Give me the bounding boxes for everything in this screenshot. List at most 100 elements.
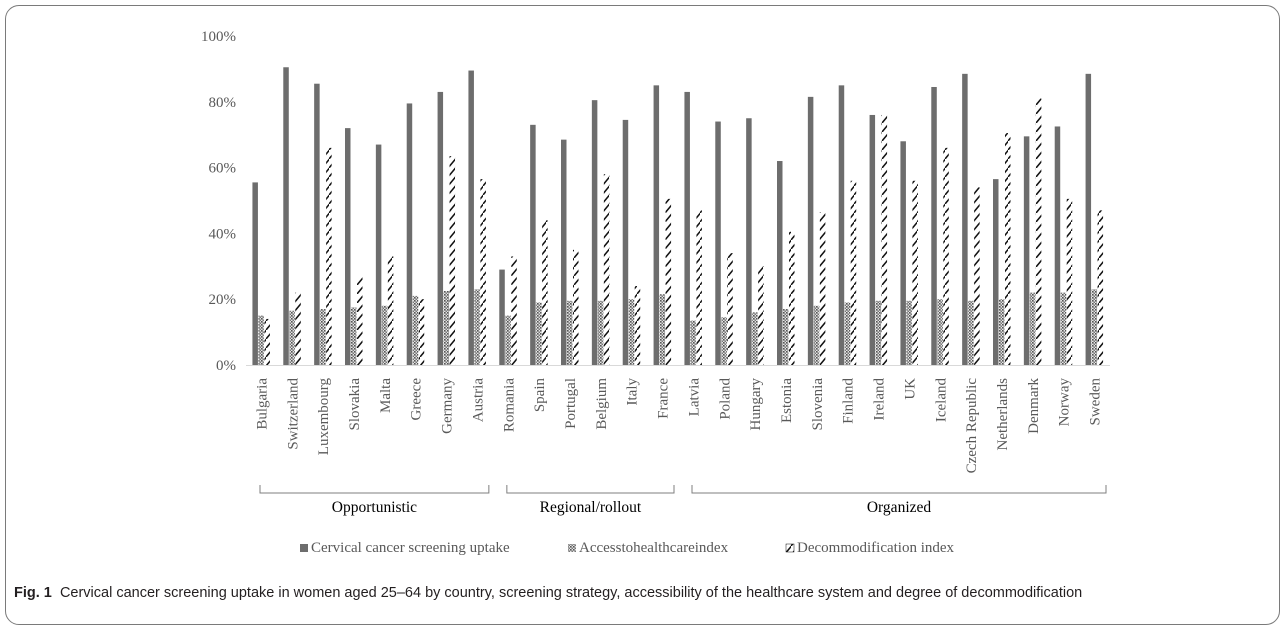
bar (777, 161, 783, 365)
bar (357, 276, 363, 365)
bar (1097, 210, 1104, 365)
bar (1029, 292, 1036, 365)
x-tick-label: Denmark (1026, 378, 1042, 434)
legend-swatch (785, 543, 795, 553)
legend-swatch (568, 544, 576, 552)
bar (727, 253, 733, 365)
bar (264, 318, 270, 365)
bar (1005, 133, 1011, 365)
bar (696, 210, 702, 365)
bar (1035, 98, 1042, 365)
bar (844, 302, 851, 365)
bar (505, 315, 511, 365)
bar (819, 212, 826, 365)
x-tick-label: Portugal (563, 378, 579, 429)
bar (869, 114, 876, 366)
bar (295, 292, 301, 365)
x-tick-label: Norway (1057, 378, 1073, 427)
bar (900, 141, 906, 365)
bar (536, 302, 542, 365)
bar (937, 299, 943, 365)
x-tick-label: Romania (501, 378, 517, 432)
bar (931, 86, 937, 366)
bar (283, 67, 289, 365)
bar (375, 144, 382, 365)
bar (252, 182, 258, 365)
bar (690, 320, 696, 365)
x-axis-labels: Bulgaria Switzerland Luxembourg Slovakia Mal… (254, 378, 1103, 474)
bar (412, 295, 419, 365)
bar (326, 147, 332, 365)
group-bracket (506, 485, 675, 494)
x-tick-label: Estonia (779, 378, 795, 423)
bar (530, 124, 536, 365)
bar (603, 174, 610, 365)
bar (850, 180, 857, 365)
bar (1091, 289, 1098, 365)
bar (783, 309, 789, 365)
bars-layer (252, 67, 1104, 366)
group-bracket (259, 485, 490, 494)
x-tick-label: Italy (625, 378, 641, 406)
y-tick-label: 100% (201, 29, 236, 45)
y-tick-label: 20% (209, 292, 237, 308)
x-tick-label: Spain (532, 378, 548, 413)
x-tick-label: Hungary (748, 378, 764, 431)
group-label: Regional/rollout (540, 499, 642, 516)
bar (511, 256, 517, 365)
bar (1054, 126, 1061, 365)
bar (1023, 136, 1030, 365)
bar (746, 118, 752, 365)
bar (387, 256, 394, 365)
x-tick-label: Czech Republic (964, 378, 980, 474)
y-axis: 0% 20% 40% 60% 80% 100% (201, 29, 1110, 374)
group-bracket (691, 485, 1107, 494)
x-tick-label: Iceland (933, 378, 949, 423)
bar (567, 300, 573, 365)
bar (320, 309, 326, 365)
bar (875, 300, 882, 365)
x-tick-label: Luxembourg (316, 378, 332, 456)
x-tick-label: Latvia (686, 378, 702, 417)
x-tick-label: Germany (440, 378, 456, 434)
caption-label: Fig. 1 (14, 585, 52, 601)
legend: Cervical cancer screening uptake Accessto… (300, 540, 955, 556)
bar (499, 269, 505, 365)
bar (628, 299, 635, 365)
bar (437, 91, 444, 366)
x-tick-label: Ireland (872, 378, 888, 421)
bar (721, 317, 727, 365)
bar (684, 91, 690, 366)
legend-label: Accesstohealthcareindex (579, 540, 729, 556)
bar (993, 179, 999, 365)
x-tick-label: Malta (378, 378, 394, 413)
x-tick-label: Belgium (594, 378, 610, 430)
bar (1060, 292, 1067, 365)
bar (813, 305, 820, 365)
bar (480, 179, 486, 365)
bar (758, 266, 764, 365)
bar (1066, 198, 1073, 365)
bar (443, 290, 450, 365)
bar (807, 96, 814, 366)
y-tick-label: 60% (209, 161, 237, 177)
group-label: Organized (867, 499, 932, 516)
x-tick-label: France (656, 378, 672, 419)
x-tick-label: Slovakia (347, 378, 363, 431)
bar (999, 299, 1005, 365)
bar (653, 85, 660, 365)
bar-chart: 0% 20% 40% 60% 80% 100% Bulgaria Switzerland Lu… (201, 29, 1110, 556)
bar (659, 294, 666, 365)
legend-label: Cervical cancer screening uptake (311, 540, 510, 556)
bar (573, 249, 579, 365)
x-tick-label: Austria (470, 378, 486, 423)
legend-swatch (300, 544, 308, 552)
bar (289, 310, 295, 365)
bar (345, 128, 351, 365)
bar (314, 83, 320, 365)
bar (468, 70, 474, 366)
bar (715, 121, 721, 365)
bar (968, 300, 974, 365)
x-tick-label: Switzerland (285, 378, 301, 450)
bar (906, 300, 912, 365)
